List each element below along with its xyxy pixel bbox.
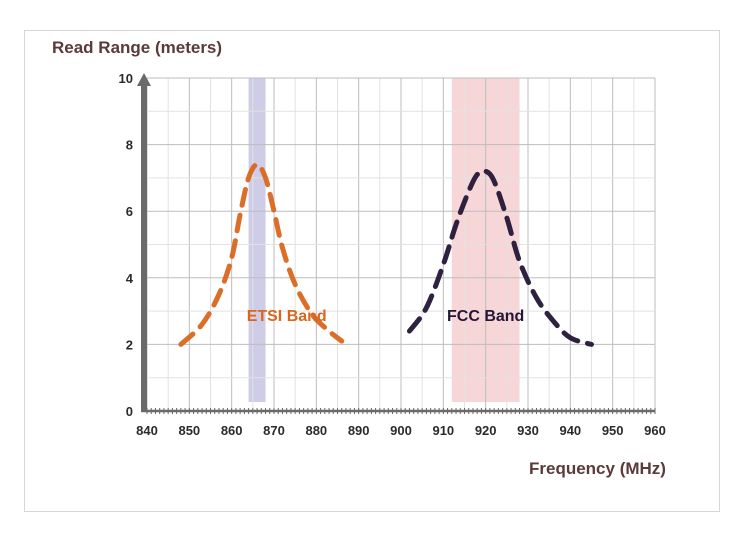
x-tick-label: 930: [517, 423, 539, 438]
y-tick-label: 0: [126, 404, 133, 419]
series-label-0: ETSI Band: [247, 308, 327, 325]
y-tick-label: 6: [126, 204, 133, 219]
x-tick-label: 890: [348, 423, 370, 438]
x-tick-label: 840: [136, 423, 158, 438]
x-tick-label: 850: [178, 423, 200, 438]
y-tick-label: 10: [119, 71, 133, 86]
x-axis-title: Frequency (MHz): [529, 459, 666, 478]
x-tick-label: 900: [390, 423, 412, 438]
y-axis-title: Read Range (meters): [52, 38, 223, 57]
x-tick-label: 920: [475, 423, 497, 438]
x-tick-label: 940: [559, 423, 581, 438]
y-tick-label: 8: [126, 138, 133, 153]
x-tick-label: 960: [644, 423, 666, 438]
y-tick-label: 2: [126, 337, 133, 352]
band-0: [248, 78, 266, 402]
x-tick-label: 910: [432, 423, 454, 438]
chart-frame: [24, 30, 720, 512]
series-line-1: [406, 168, 594, 347]
series-label-1: FCC Band: [447, 308, 524, 325]
x-tick-label: 950: [602, 423, 624, 438]
x-tick-label: 880: [305, 423, 327, 438]
series-line-0: [178, 162, 345, 347]
y-axis-arrow: [137, 73, 151, 86]
y-tick-label: 4: [126, 271, 134, 286]
x-tick-label: 870: [263, 423, 285, 438]
x-tick-label: 860: [221, 423, 243, 438]
